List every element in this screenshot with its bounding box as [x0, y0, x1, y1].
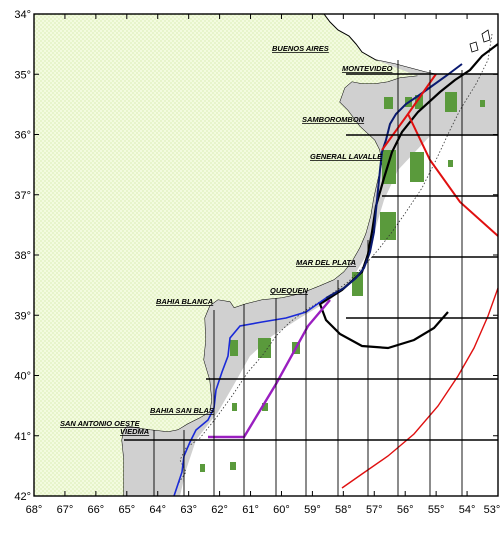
- label-bahia-blanca: BAHIA BLANCA: [156, 297, 213, 306]
- label-mar-del-plata: MAR DEL PLATA: [296, 258, 356, 267]
- patch: [352, 272, 363, 296]
- label-samborombon: SAMBOROMBON: [302, 115, 365, 124]
- red-boundary-line: [381, 73, 499, 237]
- patch: [258, 338, 271, 358]
- lat-tick-label: 42°: [14, 491, 31, 503]
- lon-tick-label: 64°: [149, 504, 166, 516]
- label-general-lavalle: GENERAL LAVALLE: [310, 152, 383, 161]
- red-offshore-line: [341, 287, 499, 489]
- lon-tick-label: 53°: [484, 504, 501, 516]
- blue-line: [173, 297, 327, 497]
- patch: [415, 95, 423, 109]
- islands: [469, 29, 491, 53]
- label-buenos-aires: BUENOS AIRES: [272, 44, 329, 53]
- patch: [480, 100, 485, 107]
- label-bahia-san-blas: BAHIA SAN BLAS: [150, 406, 214, 415]
- lon-tick-label: 61°: [242, 504, 259, 516]
- lon-tick-label: 68°: [26, 504, 43, 516]
- place-labels: BUENOS AIRES MONTEVIDEO SAMBOROMBON GENE…: [60, 44, 393, 436]
- lat-tick-label: 35°: [14, 69, 31, 81]
- lon-tick-label: 66°: [88, 504, 105, 516]
- label-quequen: QUEQUEN: [270, 286, 309, 295]
- lat-tick-label: 36°: [14, 130, 31, 142]
- lat-tick-label: 38°: [14, 250, 31, 262]
- navy-line: [325, 63, 463, 299]
- patch: [445, 92, 457, 112]
- lon-tick-label: 56°: [397, 504, 414, 516]
- lon-tick-label: 67°: [57, 504, 74, 516]
- lon-tick-label: 65°: [118, 504, 135, 516]
- latitude-labels: 34° 35° 36° 37° 38° 39° 40° 41° 42°: [14, 9, 31, 503]
- dotted-isobath: [177, 33, 493, 485]
- lat-tick-label: 34°: [14, 9, 31, 21]
- latitude-ticks: [34, 13, 498, 497]
- black-boundary-line: [318, 43, 499, 350]
- patch: [448, 160, 453, 167]
- label-san-antonio-oeste: SAN ANTONIO OESTE: [60, 419, 141, 428]
- patch: [380, 212, 396, 240]
- patch: [230, 462, 236, 470]
- patch: [230, 340, 238, 356]
- lat-tick-label: 39°: [14, 310, 31, 322]
- patch: [200, 464, 205, 472]
- label-viedma: VIEDMA: [120, 427, 149, 436]
- grid-lines: [124, 60, 498, 496]
- lon-tick-label: 55°: [428, 504, 445, 516]
- lat-tick-label: 40°: [14, 371, 31, 383]
- patch: [410, 152, 424, 182]
- longitude-labels: 68° 67° 66° 65° 64° 63° 62° 61° 60° 59° 58° 57° 56° 5…: [26, 504, 501, 516]
- patch: [384, 97, 393, 109]
- lat-tick-label: 37°: [14, 190, 31, 202]
- lon-tick-label: 60°: [273, 504, 290, 516]
- lon-tick-label: 62°: [211, 504, 228, 516]
- shelf-area: [122, 60, 498, 496]
- label-montevideo: MONTEVIDEO: [342, 64, 393, 73]
- longitude-ticks: [33, 14, 499, 496]
- lon-tick-label: 57°: [366, 504, 383, 516]
- lat-tick-label: 41°: [14, 431, 31, 443]
- lon-tick-label: 63°: [180, 504, 197, 516]
- patch: [232, 403, 237, 411]
- patch: [262, 403, 268, 411]
- lon-tick-label: 54°: [459, 504, 476, 516]
- lon-tick-label: 59°: [304, 504, 321, 516]
- lon-tick-label: 58°: [335, 504, 352, 516]
